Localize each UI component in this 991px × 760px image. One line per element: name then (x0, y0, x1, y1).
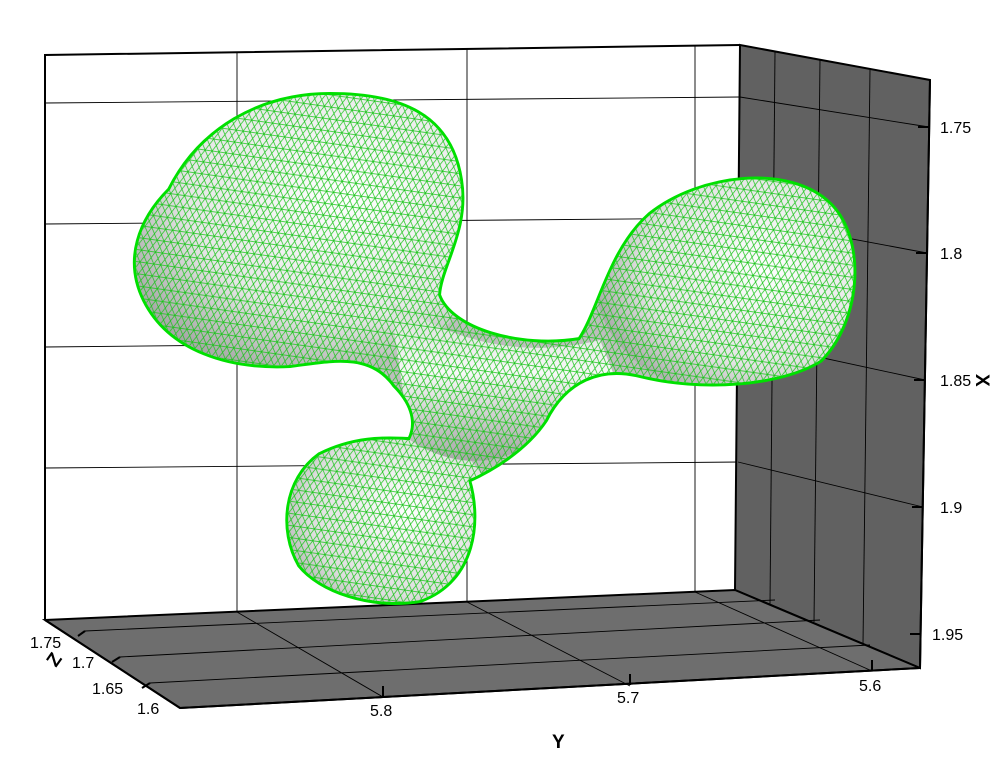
x-tick-label: 1.8 (940, 246, 962, 263)
y-tick-label: 5.6 (859, 678, 881, 695)
x-tick-label: 1.9 (940, 500, 962, 517)
y-axis: 5.8 5.7 5.6 Y (370, 660, 881, 753)
z-tick-label: 1.6 (137, 701, 159, 718)
y-tick-label: 5.8 (370, 703, 392, 720)
z-tick-label: 1.75 (30, 635, 61, 652)
x-axis: 1.75 1.8 1.85 1.9 1.95 X (910, 120, 991, 644)
axis-frame (44, 79, 931, 709)
z-axis-title: Z (43, 649, 67, 671)
x-tick-label: 1.85 (940, 373, 971, 390)
y-tick-label: 5.7 (617, 690, 639, 707)
z-tick-label: 1.65 (92, 681, 123, 698)
x-tick-label: 1.95 (932, 627, 963, 644)
y-axis-title: Y (552, 732, 565, 753)
x-tick-label: 1.75 (940, 120, 971, 137)
floor (41, 588, 921, 710)
z-tick-label: 1.7 (72, 655, 94, 672)
x-axis-title: X (971, 374, 991, 387)
